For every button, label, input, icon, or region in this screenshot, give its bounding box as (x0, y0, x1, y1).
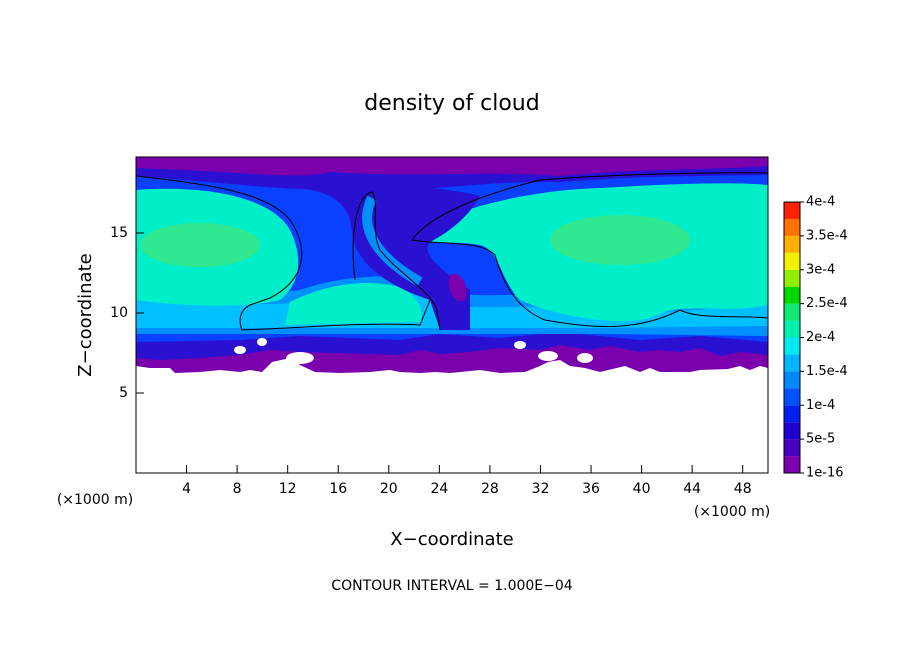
x-tick-label: 28 (481, 481, 499, 497)
x-tick-label: 36 (582, 481, 600, 497)
colorbar-tick-label: 3.5e-4 (806, 228, 848, 243)
x-tick-label: 8 (233, 481, 242, 497)
x-tick-label: 32 (532, 481, 550, 497)
y-tick-label: 15 (110, 225, 128, 241)
plot-frame (135, 156, 769, 474)
colorbar-band (784, 422, 800, 440)
colorbar-tick-label: 4e-4 (806, 195, 835, 210)
x-tick-label: 44 (683, 481, 701, 497)
x-tick-label: 40 (633, 481, 651, 497)
footer-note: CONTOUR INTERVAL = 1.000E−04 (331, 578, 572, 594)
colorbar-band (784, 354, 800, 372)
colorbar-band (784, 388, 800, 406)
colorbar-tick-label: 2e-4 (806, 330, 835, 345)
x-axis-label: X−coordinate (390, 529, 513, 550)
colorbar-band (784, 320, 800, 338)
chart-title: density of cloud (364, 91, 539, 116)
y-axis-label: Z−coordinate (75, 253, 96, 376)
colorbar-band (784, 303, 800, 321)
colorbar-tick-label: 1.5e-4 (806, 364, 848, 379)
colorbar-tick-label: 3e-4 (806, 262, 835, 277)
colorbar-band (784, 286, 800, 304)
colorbar-band (784, 371, 800, 389)
x-tick-label: 48 (734, 481, 752, 497)
x-tick-label: 4 (182, 481, 191, 497)
colorbar-band (784, 337, 800, 355)
x-unit: (×1000 m) (57, 492, 133, 508)
colorbar-band (784, 235, 800, 253)
colorbar-band (784, 405, 800, 423)
colorbar-band (784, 218, 800, 236)
colorbar-band (784, 439, 800, 457)
contour-field (136, 157, 768, 373)
x-unit: (×1000 m) (694, 504, 770, 520)
x-tick-label: 20 (380, 481, 398, 497)
colorbar-tick-label: 1e-4 (806, 398, 835, 413)
colorbar-band (784, 202, 800, 219)
colorbar-tick-label: 1e-16 (806, 466, 844, 481)
x-tick-label: 24 (430, 481, 448, 497)
colorbar-band (784, 252, 800, 270)
y-tick-label: 5 (119, 385, 128, 401)
colorbar-band (784, 456, 800, 473)
x-tick-label: 16 (329, 481, 347, 497)
x-tick-label: 12 (279, 481, 297, 497)
colorbar-band (784, 269, 800, 287)
colorbar-tick-label: 5e-5 (806, 432, 835, 447)
y-tick-label: 10 (110, 305, 128, 321)
colorbar-tick-label: 2.5e-4 (806, 296, 848, 311)
